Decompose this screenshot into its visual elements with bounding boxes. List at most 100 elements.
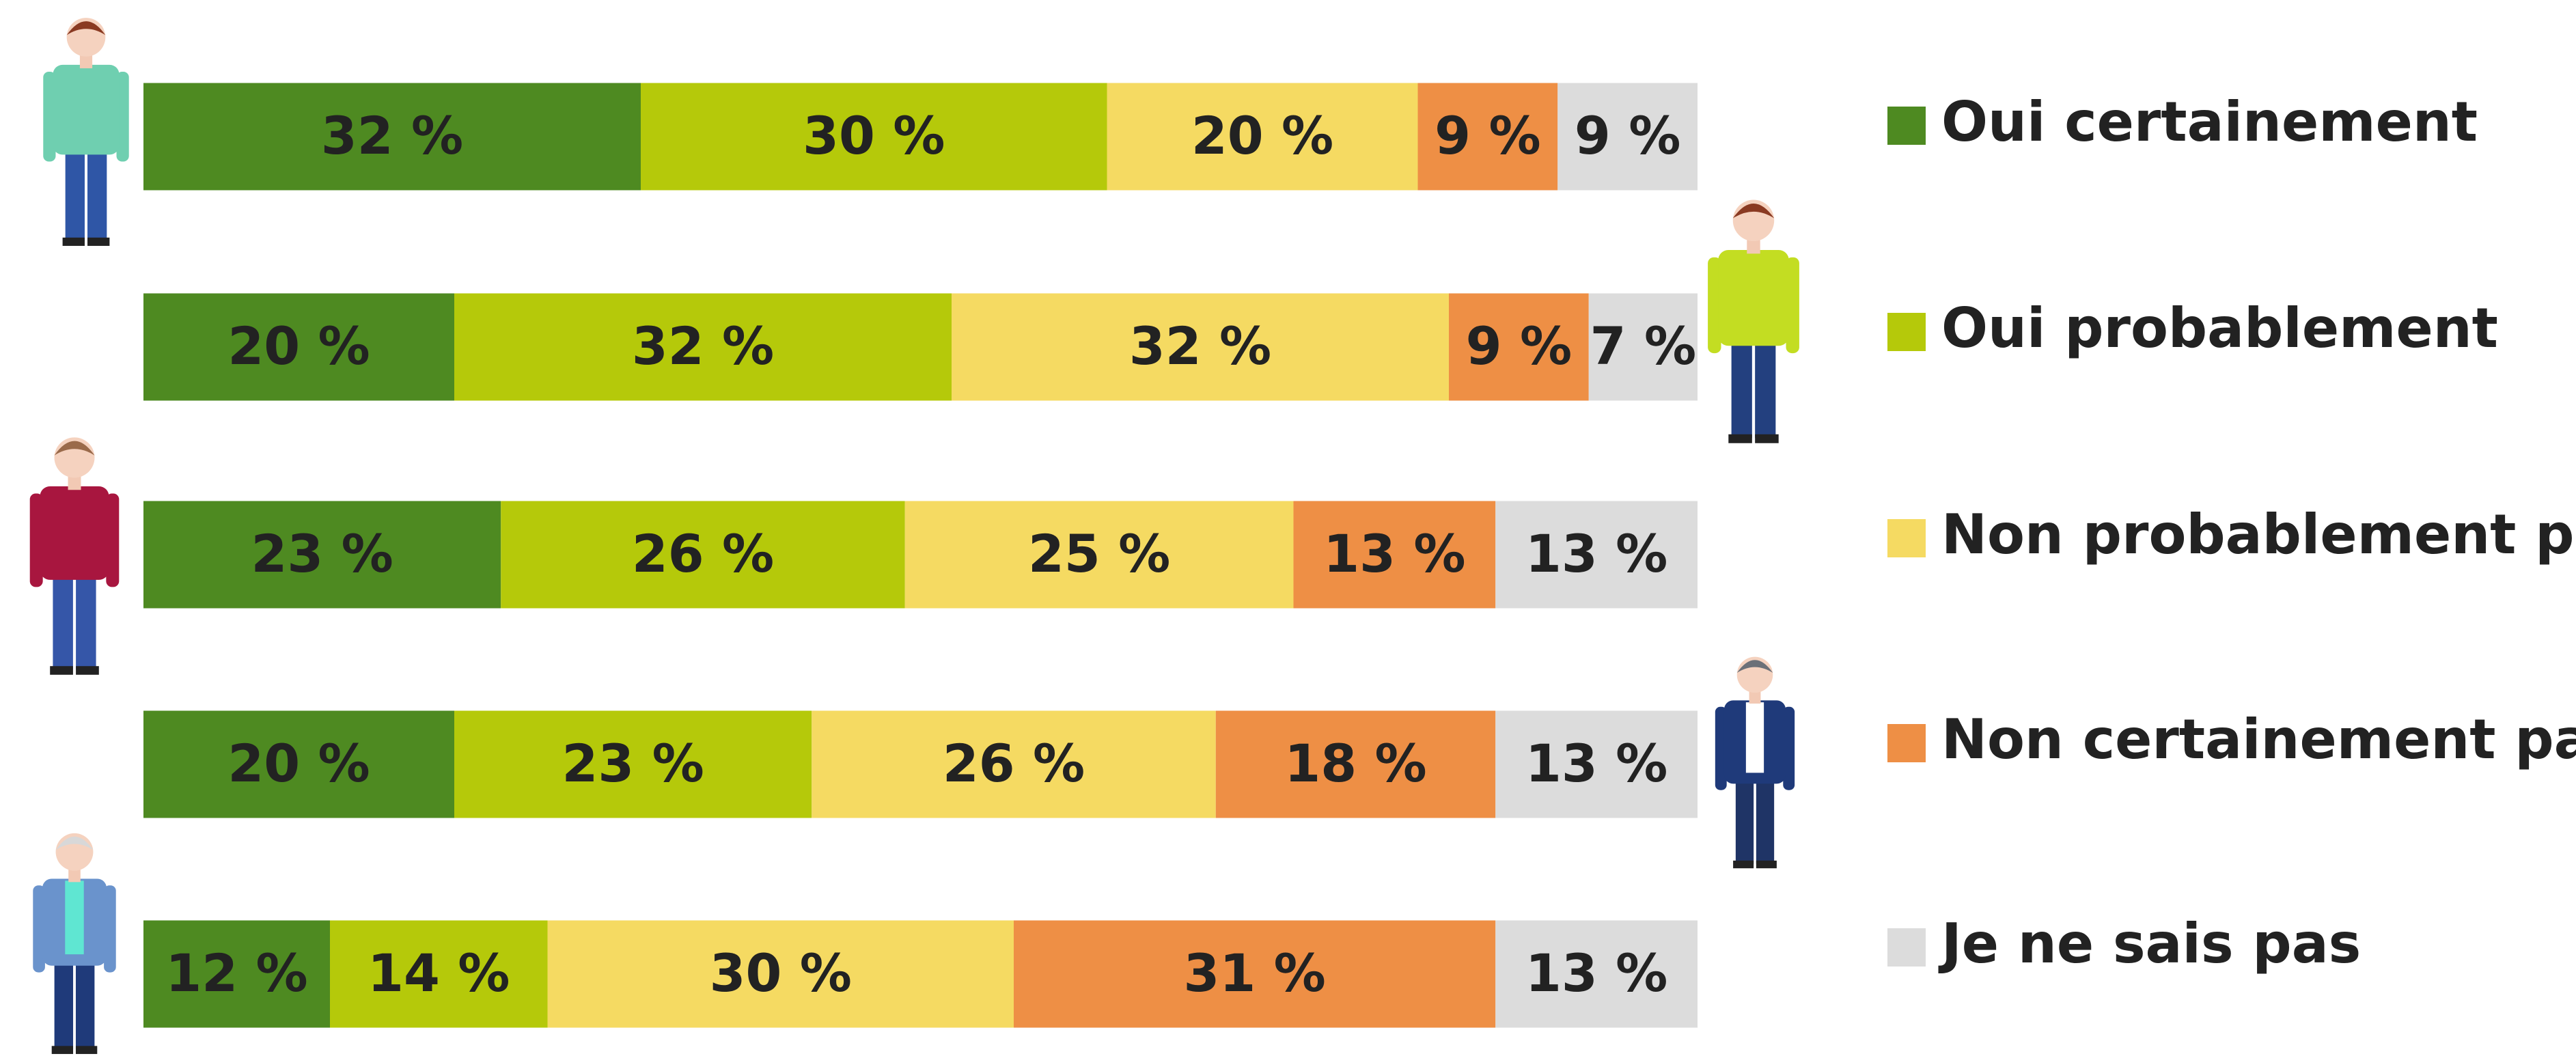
data-label: 13 % — [1525, 523, 1667, 584]
shoe-icon — [62, 237, 85, 246]
bar-segment — [454, 293, 952, 401]
arm-icon — [33, 885, 45, 973]
bar-segment — [143, 920, 330, 1028]
legend-label: Non probablement pas — [1941, 503, 2576, 566]
arm-icon — [1708, 257, 1721, 354]
data-label: 13 % — [1525, 943, 1667, 1003]
data-label: 26 % — [632, 523, 774, 584]
arm-icon — [104, 885, 116, 973]
shoe-icon — [87, 237, 110, 246]
legend-label: Non certainement pas — [1941, 708, 2576, 771]
bar-segment — [812, 710, 1216, 818]
person-icon — [33, 833, 116, 1055]
bar-segment — [143, 293, 454, 401]
bar-segment — [1495, 501, 1698, 609]
data-label: 30 % — [803, 105, 945, 166]
arm-icon — [43, 72, 56, 162]
data-label: 20 % — [1191, 105, 1333, 166]
legend-swatch — [1887, 928, 1926, 967]
legend-label: Oui certainement — [1941, 90, 2478, 154]
person-icon — [43, 18, 129, 246]
bar-segment — [1293, 501, 1496, 609]
hair-icon — [54, 441, 95, 456]
person-icon — [1708, 199, 1799, 443]
data-label: 9 % — [1575, 105, 1681, 166]
legend-label: Oui probablement — [1941, 296, 2498, 360]
bar-segment — [501, 501, 905, 609]
data-label: 23 % — [562, 733, 704, 794]
bar-segment — [143, 83, 641, 191]
bar-segment — [454, 710, 812, 818]
bar-segment — [904, 501, 1294, 609]
shoe-icon — [76, 666, 99, 675]
legend-swatch — [1887, 724, 1926, 762]
torso-icon — [53, 64, 120, 155]
data-label: 13 % — [1323, 523, 1465, 584]
data-label: 23 % — [251, 523, 393, 584]
data-label: 9 % — [1435, 105, 1541, 166]
data-label: 32 % — [632, 316, 774, 376]
bar-segment — [1495, 920, 1698, 1028]
leg-icon — [75, 956, 95, 1050]
data-label: 25 % — [1028, 523, 1170, 584]
hair-icon — [66, 21, 106, 36]
shoe-icon — [75, 1046, 98, 1055]
bar-segment — [1107, 83, 1418, 191]
leg-icon — [87, 144, 107, 241]
hair-icon — [1736, 660, 1773, 673]
bar-segment — [952, 293, 1449, 401]
leg-icon — [54, 956, 74, 1050]
torso-icon — [40, 486, 109, 580]
data-label: 32 % — [1129, 316, 1271, 376]
bar-segment — [1014, 920, 1496, 1028]
bar-segment — [641, 83, 1107, 191]
shoe-icon — [1756, 860, 1777, 869]
bar-segment — [1449, 293, 1589, 401]
shirt-icon — [1745, 702, 1764, 773]
arm-icon — [106, 493, 120, 587]
legend-swatch — [1887, 519, 1926, 557]
person-icon — [1715, 656, 1795, 869]
bar-segment — [1417, 83, 1558, 191]
data-label: 14 % — [368, 943, 510, 1003]
shoe-icon — [1728, 434, 1752, 443]
leg-icon — [65, 144, 85, 241]
leg-icon — [1735, 774, 1754, 864]
data-label: 7 % — [1590, 316, 1697, 376]
leg-icon — [76, 569, 96, 670]
bar-segment — [1215, 710, 1496, 818]
bar-segment — [1588, 293, 1698, 401]
person-icon — [29, 437, 120, 675]
hair-icon — [55, 836, 94, 850]
shoe-icon — [50, 666, 73, 675]
leg-icon — [1731, 335, 1752, 439]
hair-icon — [1732, 203, 1775, 219]
data-label: 20 % — [227, 316, 370, 376]
shoe-icon — [1733, 860, 1754, 869]
legend-label: Je ne sais pas — [1938, 912, 2361, 975]
data-label: 26 % — [943, 733, 1085, 794]
data-label: 32 % — [321, 105, 463, 166]
data-label: 18 % — [1284, 733, 1426, 794]
torso-icon — [1718, 249, 1789, 346]
shirt-icon — [65, 880, 84, 955]
bar-segment — [547, 920, 1014, 1028]
bar-segment — [1557, 83, 1698, 191]
leg-icon — [53, 569, 73, 670]
arm-icon — [1783, 706, 1795, 790]
leg-icon — [1755, 335, 1776, 439]
shoe-icon — [1755, 434, 1779, 443]
shoe-icon — [51, 1046, 74, 1055]
data-label: 20 % — [227, 733, 370, 794]
data-label: 31 % — [1183, 943, 1325, 1003]
arm-icon — [116, 72, 129, 162]
arm-icon — [1786, 257, 1799, 354]
data-label: 30 % — [710, 943, 852, 1003]
legend-swatch — [1887, 313, 1926, 351]
data-label: 9 % — [1466, 316, 1573, 376]
bar-segment — [330, 920, 548, 1028]
bar-segment — [143, 710, 454, 818]
legend-swatch — [1887, 107, 1926, 145]
